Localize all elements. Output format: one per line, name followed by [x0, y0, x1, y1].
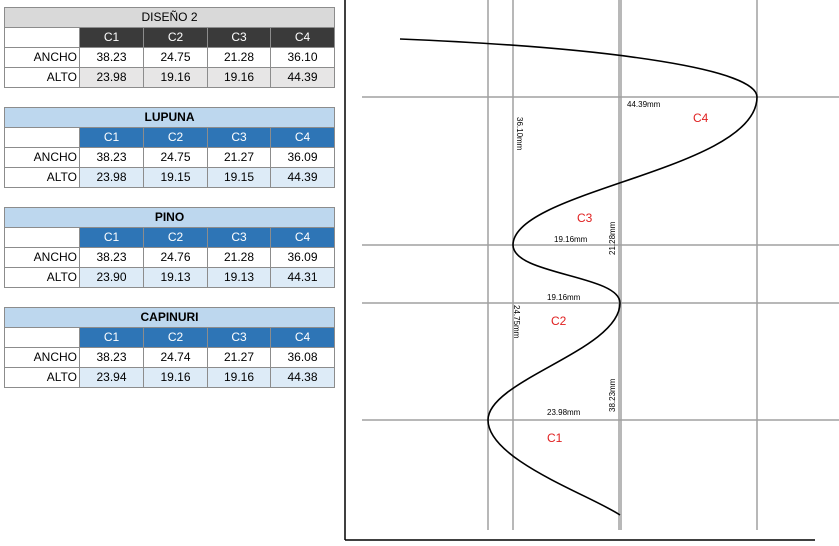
value-cell: 23.98 — [79, 167, 144, 188]
value-cell: 19.13 — [143, 267, 208, 288]
value-cell: 19.16 — [143, 367, 208, 388]
column-header: C4 — [270, 127, 335, 148]
column-header: C3 — [207, 327, 271, 348]
curve — [399, 38, 758, 516]
row-label: ANCHO — [4, 247, 80, 268]
dim-label: 19.16mm — [547, 293, 581, 302]
row-label: ALTO — [4, 367, 80, 388]
value-cell: 38.23 — [79, 247, 144, 268]
value-cell: 23.98 — [79, 67, 144, 88]
value-cell: 36.09 — [270, 247, 335, 268]
value-cell: 44.31 — [270, 267, 335, 288]
dim-label: 24.75mm — [512, 305, 521, 339]
column-label: C3 — [577, 211, 593, 225]
value-cell: 19.16 — [207, 367, 271, 388]
value-cell: 44.39 — [270, 167, 335, 188]
column-header: C2 — [143, 327, 208, 348]
row-label: ALTO — [4, 267, 80, 288]
dim-label: 21.28mm — [608, 221, 617, 255]
dim-label: 38.23mm — [608, 378, 617, 412]
value-cell: 21.28 — [207, 247, 271, 268]
dim-label: 44.39mm — [627, 100, 661, 109]
column-label: C1 — [547, 431, 563, 445]
dim-label: 36.10mm — [515, 117, 524, 151]
value-cell: 38.23 — [79, 347, 144, 368]
axes — [344, 0, 815, 541]
value-cell: 19.13 — [207, 267, 271, 288]
column-label: C2 — [551, 314, 567, 328]
guides — [362, 0, 839, 530]
dim-label: 19.16mm — [554, 235, 588, 244]
value-cell: 19.15 — [143, 167, 208, 188]
row-label: ALTO — [4, 67, 80, 88]
row-label: ALTO — [4, 167, 80, 188]
value-cell: 36.09 — [270, 147, 335, 168]
value-cell: 19.16 — [207, 67, 271, 88]
column-header: C3 — [207, 27, 271, 48]
column-label: C4 — [693, 111, 709, 125]
value-cell: 44.38 — [270, 367, 335, 388]
value-cell: 23.94 — [79, 367, 144, 388]
value-cell: 24.75 — [143, 147, 208, 168]
dim-label: 23.98mm — [547, 408, 581, 417]
value-cell: 44.39 — [270, 67, 335, 88]
value-cell: 19.15 — [207, 167, 271, 188]
value-cell: 36.08 — [270, 347, 335, 368]
row-label: ANCHO — [4, 147, 80, 168]
